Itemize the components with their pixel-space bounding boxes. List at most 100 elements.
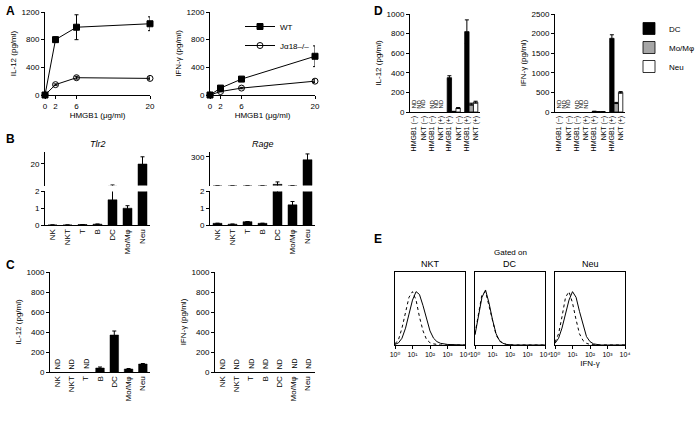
svg-text:10⁴: 10⁴ (540, 351, 551, 358)
svg-text:800: 800 (31, 288, 45, 297)
svg-text:ND: ND (54, 359, 61, 369)
svg-text:6: 6 (239, 102, 244, 111)
svg-text:ND: ND (565, 99, 571, 108)
svg-text:10³: 10³ (522, 351, 533, 358)
svg-text:2: 2 (218, 102, 223, 111)
svg-text:Mo/Mφ: Mo/Mφ (669, 44, 694, 53)
svg-text:1500: 1500 (532, 49, 550, 58)
svg-text:ND: ND (574, 100, 580, 109)
svg-text:IFN-γ: IFN-γ (580, 359, 600, 368)
svg-text:800: 800 (196, 288, 210, 297)
svg-text:Mo/Mφ: Mo/Mφ (288, 229, 297, 254)
svg-text:0: 0 (43, 102, 48, 111)
svg-text:600: 600 (196, 308, 210, 317)
svg-text:2: 2 (53, 102, 58, 111)
svg-text:DC: DC (275, 376, 284, 388)
svg-text:200: 200 (196, 348, 210, 357)
svg-text:Mo/Mφ: Mo/Mφ (289, 376, 298, 401)
svg-text:ND: ND (68, 359, 75, 369)
svg-text:10⁴: 10⁴ (620, 351, 631, 358)
svg-text:20: 20 (311, 102, 320, 111)
svg-text:C: C (6, 258, 15, 272)
svg-text:NK: NK (218, 376, 227, 388)
svg-text:Tlr2: Tlr2 (90, 139, 106, 149)
svg-text:1000: 1000 (387, 10, 405, 19)
svg-text:NKT: NKT (63, 229, 72, 245)
svg-text:2000: 2000 (532, 29, 550, 38)
svg-text:ND: ND (219, 359, 226, 369)
svg-text:Neu: Neu (669, 63, 684, 72)
svg-text:600: 600 (391, 49, 405, 58)
svg-text:0: 0 (545, 108, 550, 117)
svg-text:10¹: 10¹ (567, 351, 578, 358)
svg-text:DC: DC (110, 376, 119, 388)
svg-text:IL-12 (pg/ml): IL-12 (pg/ml) (9, 30, 18, 76)
svg-text:0: 0 (35, 221, 40, 230)
svg-text:D: D (374, 4, 383, 18)
svg-text:ND: ND (276, 359, 283, 369)
svg-text:T: T (81, 376, 90, 381)
svg-text:10³: 10³ (602, 351, 613, 358)
svg-text:800: 800 (26, 35, 40, 44)
svg-text:20: 20 (30, 160, 39, 169)
svg-text:Neu: Neu (138, 229, 147, 244)
svg-text:E: E (374, 232, 382, 246)
svg-text:B: B (96, 376, 105, 381)
svg-text:Neu: Neu (303, 376, 312, 391)
svg-text:1000: 1000 (27, 268, 45, 277)
svg-text:Neu: Neu (582, 259, 599, 269)
svg-text:ND: ND (556, 99, 562, 108)
svg-text:Gated on: Gated on (494, 248, 527, 257)
svg-text:10⁰: 10⁰ (550, 351, 561, 358)
svg-text:6: 6 (74, 102, 79, 111)
svg-text:400: 400 (391, 69, 405, 78)
svg-text:B: B (258, 229, 267, 234)
svg-text:2500: 2500 (532, 10, 550, 19)
svg-text:0: 0 (208, 102, 213, 111)
svg-text:0: 0 (200, 221, 205, 230)
svg-text:IL-12 (pg/ml): IL-12 (pg/ml) (14, 299, 23, 345)
svg-text:200: 200 (31, 348, 45, 357)
svg-text:Mo/Mφ: Mo/Mφ (123, 229, 132, 254)
svg-text:ND: ND (433, 99, 439, 108)
svg-text:NKT: NKT (67, 376, 76, 392)
svg-text:10¹: 10¹ (407, 351, 418, 358)
svg-text:10³: 10³ (442, 351, 453, 358)
svg-text:400: 400 (31, 328, 45, 337)
svg-text:600: 600 (31, 308, 45, 317)
svg-text:ND: ND (233, 359, 240, 369)
svg-text:1000: 1000 (532, 69, 550, 78)
svg-text:10¹: 10¹ (487, 351, 498, 358)
svg-text:NK: NK (53, 376, 62, 388)
svg-text:0: 0 (40, 368, 45, 377)
svg-text:ND: ND (429, 100, 435, 109)
svg-text:Neu: Neu (138, 376, 147, 391)
svg-text:ND: ND (561, 99, 567, 108)
svg-text:HMGB1 (+)NKT (−): HMGB1 (+)NKT (−) (590, 116, 607, 152)
svg-text:1200: 1200 (187, 8, 205, 17)
svg-text:T: T (243, 229, 252, 234)
svg-text:HMGB1 (−)NKT (−): HMGB1 (−)NKT (−) (410, 116, 427, 152)
svg-text:0: 0 (200, 91, 205, 100)
svg-text:10²: 10² (425, 351, 436, 358)
svg-text:10⁴: 10⁴ (460, 351, 471, 358)
svg-text:20: 20 (146, 102, 155, 111)
svg-text:1: 1 (200, 204, 205, 213)
svg-text:0: 0 (35, 91, 40, 100)
svg-text:400: 400 (196, 328, 210, 337)
svg-text:HMGB1 (+)NKT (+): HMGB1 (+)NKT (+) (463, 116, 480, 152)
svg-text:A: A (6, 4, 15, 18)
svg-text:800: 800 (191, 35, 205, 44)
svg-text:1200: 1200 (22, 8, 40, 17)
svg-text:800: 800 (391, 29, 405, 38)
svg-text:DC: DC (108, 229, 117, 241)
svg-text:1: 1 (35, 204, 40, 213)
svg-text:ND: ND (83, 359, 90, 369)
svg-text:ND: ND (262, 359, 269, 369)
svg-text:WT: WT (280, 23, 293, 32)
svg-text:HMGB1 (+)NKT (+): HMGB1 (+)NKT (+) (608, 116, 625, 152)
svg-text:DC: DC (669, 25, 681, 34)
svg-text:10⁰: 10⁰ (390, 351, 401, 358)
svg-text:HMGB1 (μg/ml): HMGB1 (μg/ml) (235, 111, 291, 120)
svg-text:ND: ND (416, 99, 422, 108)
